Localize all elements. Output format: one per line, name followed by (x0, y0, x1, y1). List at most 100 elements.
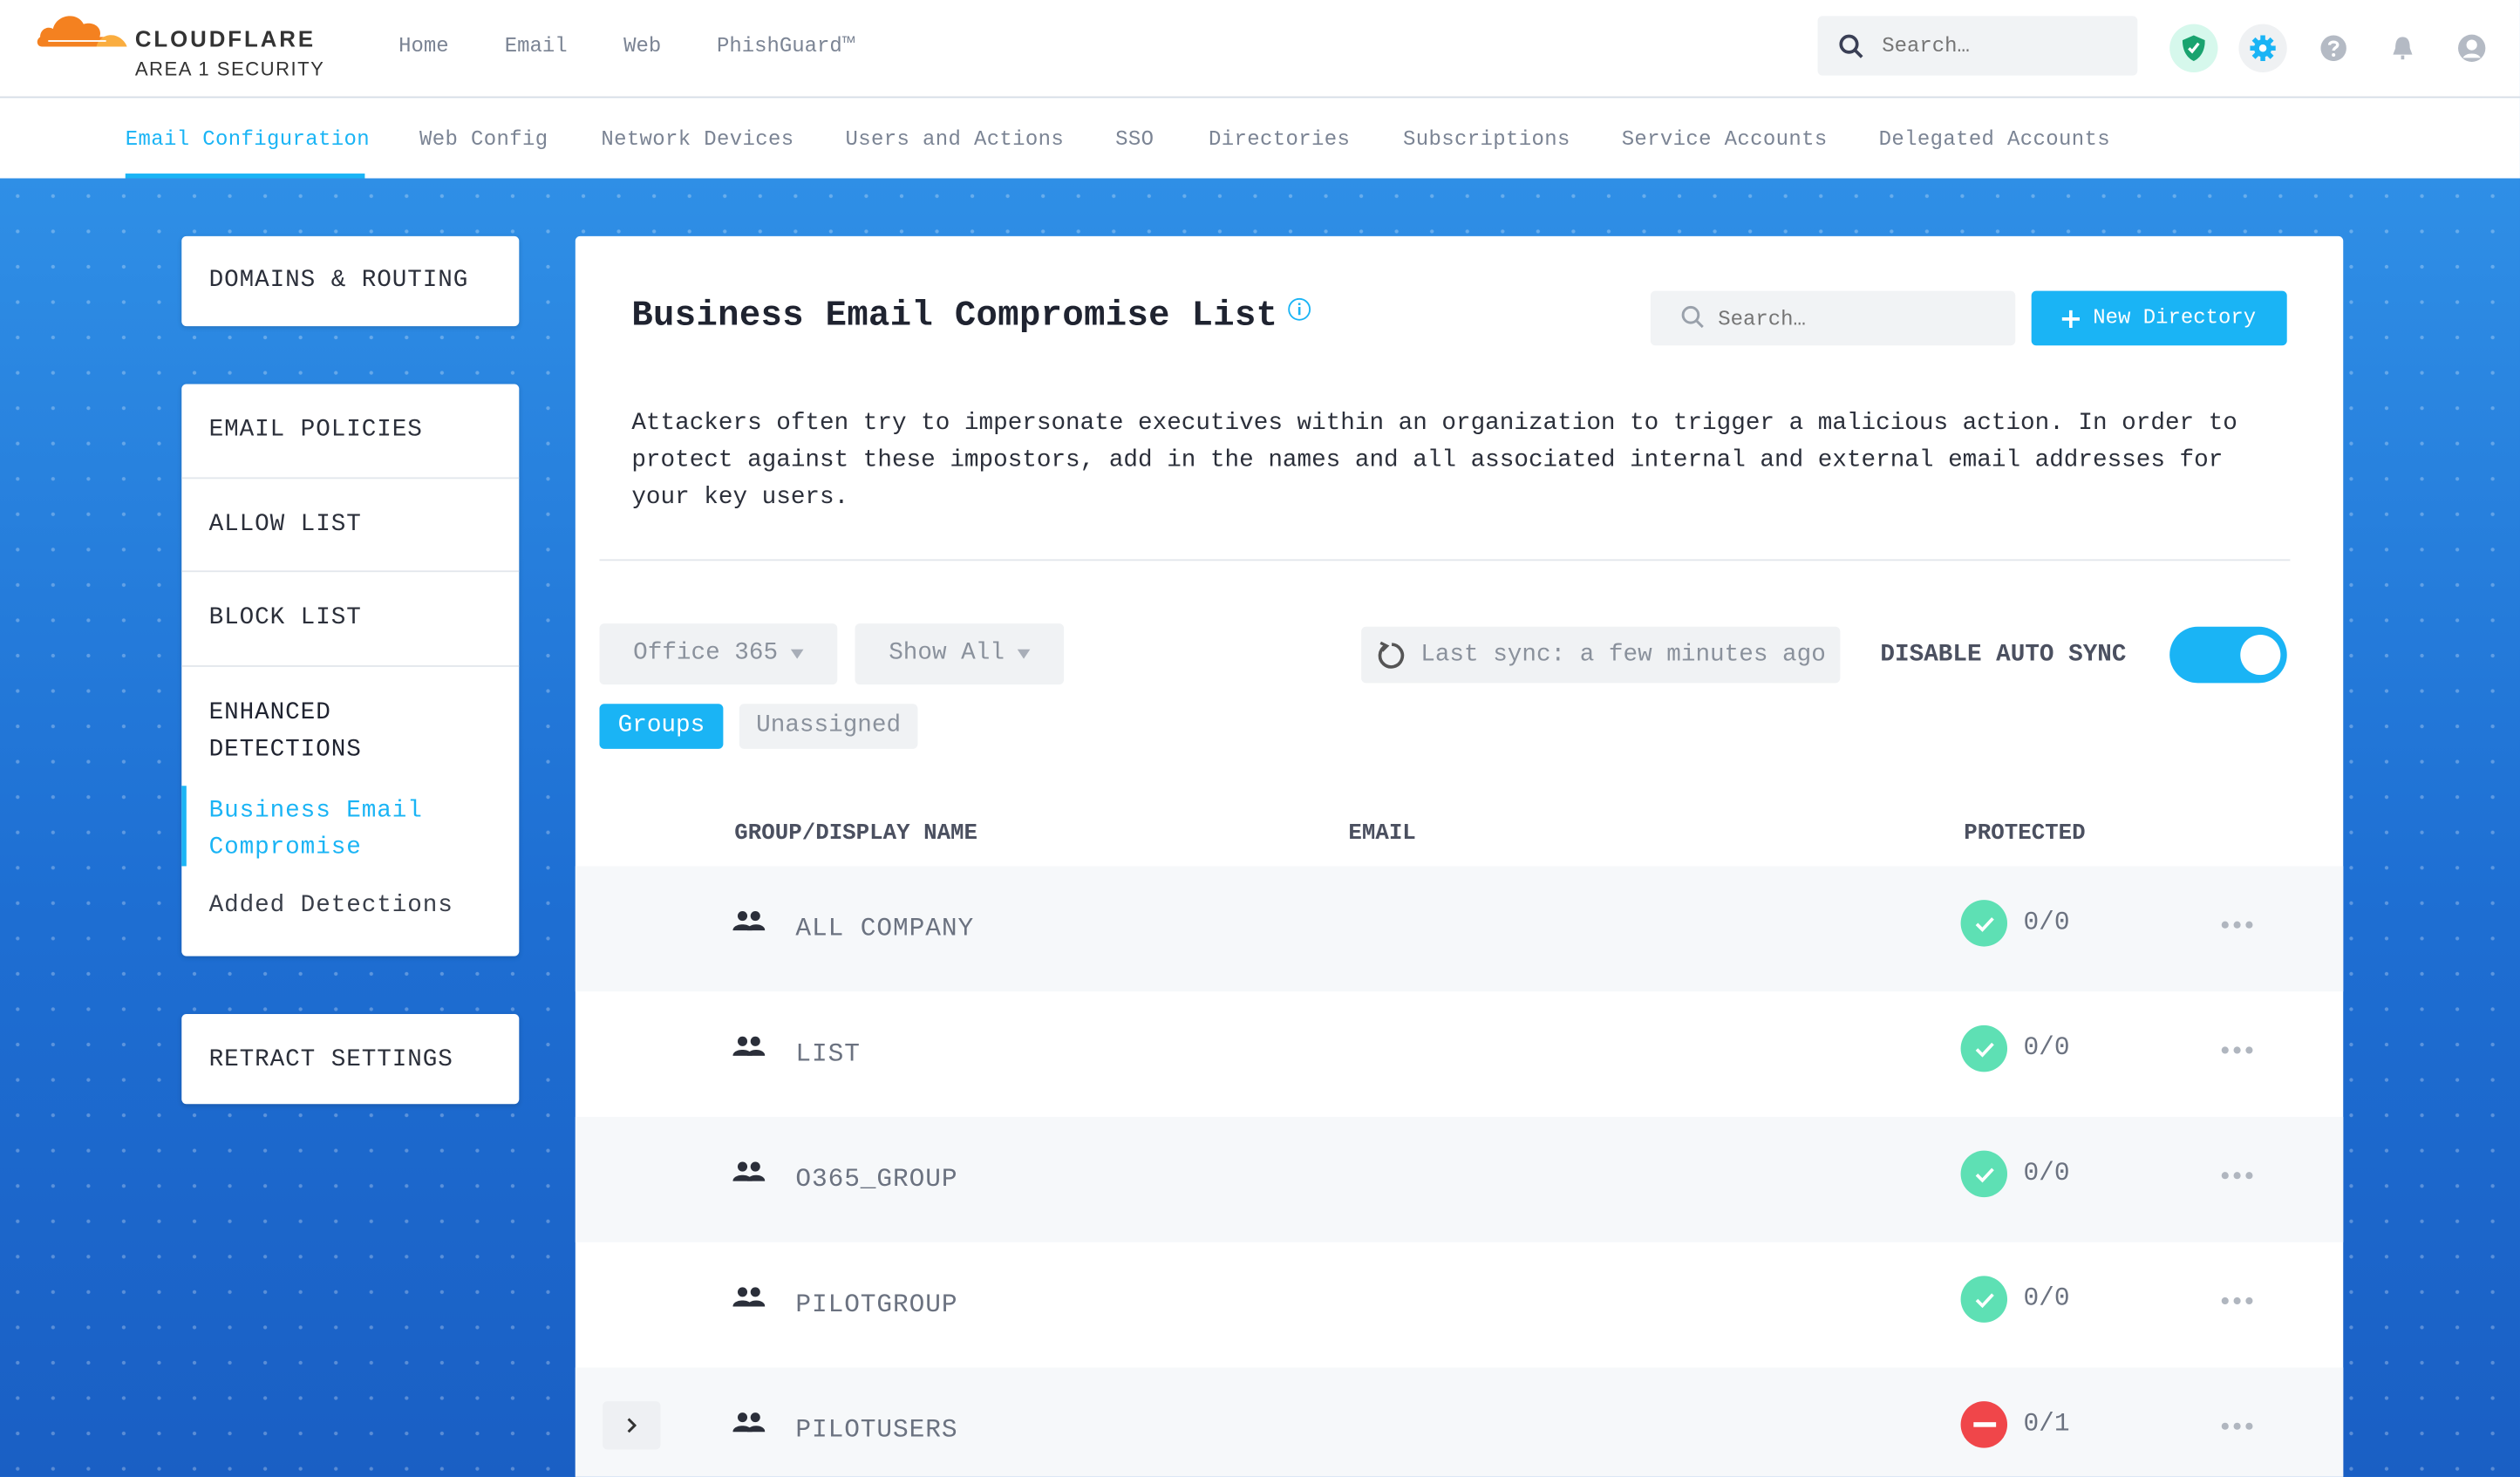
button-label: New Directory (2093, 305, 2257, 330)
column-header-name[interactable]: GROUP/DISPLAY NAME (734, 820, 978, 847)
check-circle-icon (1960, 900, 2008, 947)
tab-subscriptions[interactable]: Subscriptions (1403, 126, 1570, 152)
more-options-icon[interactable] (2221, 921, 2253, 929)
provider-select[interactable]: Office 365 (599, 623, 838, 685)
nav-web[interactable]: Web (623, 33, 662, 58)
tab-email-configuration[interactable]: Email Configuration (125, 126, 370, 152)
search-icon (1681, 305, 1704, 329)
protected-count: 0/0 (2023, 1033, 2070, 1063)
column-header-email[interactable]: EMAIL (1348, 820, 1416, 847)
more-options-icon[interactable] (2221, 1297, 2253, 1305)
sidebar-item-block-list[interactable]: BLOCK LIST (208, 604, 362, 632)
minus-circle-icon (1960, 1401, 2008, 1448)
tab-web-config[interactable]: Web Config (419, 126, 548, 152)
nav-email[interactable]: Email (504, 33, 568, 58)
sidebar-item-allow-list[interactable]: ALLOW LIST (208, 511, 362, 539)
sidebar-subitem-added-detections[interactable]: Added Detections (208, 891, 453, 920)
more-options-icon[interactable] (2221, 1172, 2253, 1180)
tab-network-devices[interactable]: Network Devices (601, 126, 794, 152)
group-icon (732, 1287, 766, 1307)
bell-icon[interactable] (2379, 24, 2427, 72)
toggle-knob (2240, 635, 2281, 676)
list-search[interactable] (1650, 290, 2016, 346)
main-panel: Business Email Compromise List New Direc… (575, 235, 2344, 1477)
sidebar-label: Business Email (208, 797, 423, 825)
divider (599, 559, 2291, 562)
info-icon[interactable] (1287, 297, 1311, 322)
divider (181, 570, 520, 573)
active-tab-indicator (125, 174, 365, 179)
new-directory-button[interactable]: New Directory (2031, 290, 2287, 346)
sidebar-item-retract-settings[interactable]: RETRACT SETTINGS (181, 1013, 520, 1105)
tab-users-and-actions[interactable]: Users and Actions (845, 126, 1065, 152)
table-row[interactable]: PILOTGROUP 0/0 (576, 1242, 2343, 1368)
more-options-icon[interactable] (2221, 1046, 2253, 1054)
group-name[interactable]: PILOTUSERS (795, 1415, 958, 1445)
sidebar-item-email-policies[interactable]: EMAIL POLICIES (208, 416, 423, 444)
sidebar-item-enhanced-detections[interactable]: ENHANCED DETECTIONS (209, 694, 362, 768)
sidebar-label: RETRACT SETTINGS (208, 1045, 453, 1074)
group-name[interactable]: O365_GROUP (795, 1165, 958, 1195)
header-search[interactable] (1817, 16, 2138, 76)
cloud-logo-icon (37, 16, 127, 47)
tab-sso[interactable]: SSO (1115, 126, 1154, 152)
auto-sync-label: DISABLE AUTO SYNC (1880, 641, 2127, 669)
refresh-icon (1378, 640, 1405, 668)
more-options-icon[interactable] (2221, 1422, 2253, 1430)
cloudflare-logo[interactable]: CLOUDFLARE AREA 1 SECURITY (36, 8, 358, 88)
page-title: Business Email Compromise List (631, 296, 1278, 337)
column-header-protected[interactable]: PROTECTED (1964, 820, 2086, 847)
top-header: CLOUDFLARE AREA 1 SECURITY Home Email We… (0, 0, 2520, 99)
nav-phishguard[interactable]: PhishGuard™ (717, 33, 855, 58)
protected-count: 0/0 (2023, 1283, 2070, 1313)
nav-home[interactable]: Home (398, 33, 449, 58)
tab-service-accounts[interactable]: Service Accounts (1621, 126, 1828, 152)
brand-name: CLOUDFLARE (134, 25, 317, 51)
sync-button[interactable]: Last sync: a few minutes ago (1361, 626, 1841, 684)
plus-icon (2062, 309, 2081, 328)
select-value: Show All (889, 639, 1005, 667)
sidebar-item-domains-routing[interactable]: DOMAINS & ROUTING (181, 235, 520, 327)
check-circle-icon (1960, 1150, 2008, 1198)
user-icon[interactable] (2448, 24, 2496, 72)
group-icon (732, 1161, 766, 1181)
table-row[interactable]: ALL COMPANY 0/0 (575, 866, 2344, 992)
shield-check-icon[interactable] (2169, 24, 2218, 72)
protected-count: 0/0 (2023, 1158, 2070, 1188)
sidebar-label: Compromise (208, 834, 362, 861)
group-icon (732, 1412, 766, 1433)
description-line: your key users. (631, 483, 849, 512)
help-icon[interactable] (2310, 24, 2358, 72)
group-name[interactable]: PILOTGROUP (795, 1290, 958, 1320)
description-line: protect against these impostors, add in … (631, 446, 2224, 474)
select-value: Office 365 (633, 639, 779, 667)
caret-down-icon (790, 649, 804, 659)
sidebar-label: ENHANCED (208, 698, 331, 727)
header-search-input[interactable] (1882, 31, 2123, 60)
group-name[interactable]: ALL COMPANY (795, 914, 975, 943)
list-search-input[interactable] (1718, 303, 1992, 333)
group-name[interactable]: LIST (795, 1039, 861, 1069)
divider (181, 477, 520, 480)
tab-delegated-accounts[interactable]: Delegated Accounts (1878, 126, 2111, 152)
sidebar-subitem-business-email-compromise[interactable]: Business Email Compromise (209, 793, 423, 867)
table-row[interactable]: O365_GROUP 0/0 (575, 1116, 2344, 1242)
tab-directories[interactable]: Directories (1209, 126, 1351, 152)
filter-select[interactable]: Show All (855, 623, 1065, 685)
protected-count: 0/1 (2023, 1409, 2070, 1439)
expand-chevron-icon[interactable] (603, 1401, 661, 1450)
check-circle-icon (1960, 1276, 2008, 1323)
tab-groups[interactable]: Groups (599, 704, 724, 749)
active-indicator (181, 786, 187, 867)
table-row[interactable]: LIST 0/0 (576, 991, 2343, 1117)
gear-icon[interactable] (2238, 24, 2287, 72)
tab-unassigned[interactable]: Unassigned (739, 704, 918, 749)
minus-bar (1972, 1422, 1996, 1427)
description: Attackers often try to impersonate execu… (631, 405, 2303, 515)
sub-nav (0, 98, 2520, 179)
check-circle-icon (1960, 1024, 2008, 1072)
table-row[interactable]: PILOTUSERS 0/1 (575, 1367, 2344, 1477)
auto-sync-toggle[interactable] (2169, 626, 2287, 684)
divider (181, 665, 520, 667)
sidebar-label: DETECTIONS (208, 736, 362, 764)
